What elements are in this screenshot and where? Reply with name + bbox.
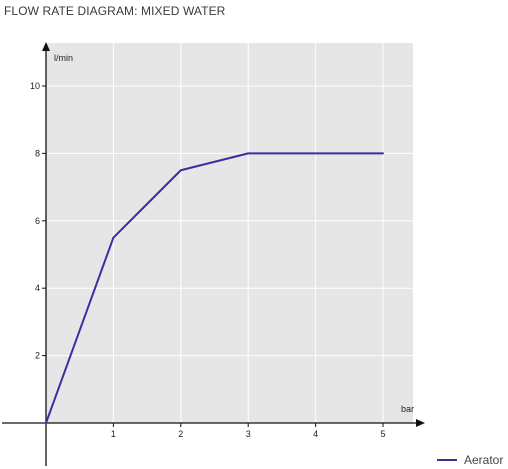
y-tick-label-6: 6: [35, 216, 40, 226]
page-title: FLOW RATE DIAGRAM: MIXED WATER: [4, 4, 226, 18]
y-axis-arrow: [42, 42, 50, 51]
x-tick-label-2: 2: [178, 429, 183, 439]
x-tick-label-3: 3: [246, 429, 251, 439]
x-tick-label-1: 1: [111, 429, 116, 439]
tick-marks: [42, 85, 384, 427]
legend-swatch-aerator: [437, 459, 457, 461]
plot-background: [46, 43, 413, 423]
y-tick-label-10: 10: [30, 81, 40, 91]
x-axis-label: bar: [401, 404, 414, 414]
y-tick-label-2: 2: [35, 351, 40, 361]
x-tick-label-5: 5: [380, 429, 385, 439]
y-tick-label-4: 4: [35, 283, 40, 293]
grid-lines: [46, 43, 413, 423]
x-tick-label-4: 4: [313, 429, 318, 439]
series-group: [45, 152, 384, 424]
y-tick-label-8: 8: [35, 148, 40, 158]
axes: [2, 42, 425, 466]
tick-labels: 1 2 3 4 5 2 4 6 8 10: [30, 81, 386, 439]
legend-label-aerator: Aerator: [464, 453, 504, 467]
x-axis-arrow: [416, 419, 425, 427]
series-line-aerator: [45, 152, 384, 424]
y-axis-label: l/min: [54, 53, 73, 63]
legend: Aerator: [437, 453, 503, 467]
